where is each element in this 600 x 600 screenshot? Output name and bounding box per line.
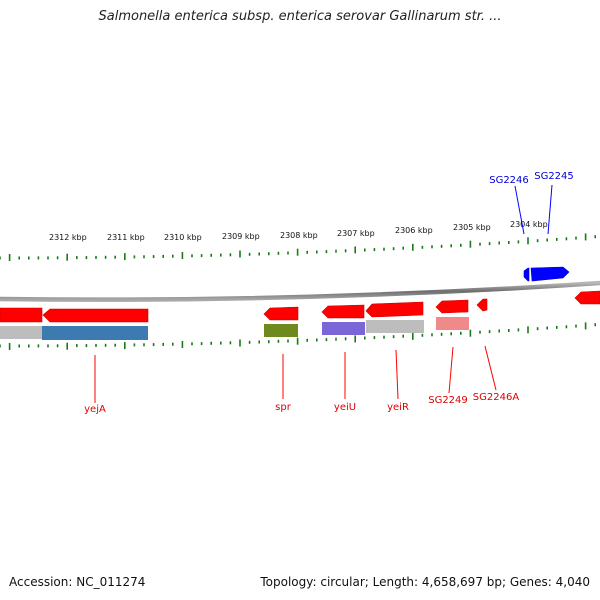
gene-label-SG2245[interactable]: SG2245 [534, 171, 574, 182]
feature-block-spr[interactable] [264, 324, 298, 337]
gene-label-spr[interactable]: spr [275, 402, 292, 413]
gene-label-yeiR[interactable]: yeiR [387, 402, 409, 413]
leader-lines [94, 184, 553, 403]
scale-ruler-bottom [0, 322, 597, 350]
gene-arrow-yejA[interactable] [42, 308, 149, 323]
scale-labels: 2312 kbp 2311 kbp 2310 kbp 2309 kbp 2308… [49, 220, 548, 242]
tick-label: 2310 kbp [164, 233, 202, 242]
gene-arrow-partial-left[interactable] [0, 307, 43, 323]
genome-summary-text: Topology: circular; Length: 4,658,697 bp… [260, 575, 590, 589]
leader-line-yeiR [395, 349, 399, 400]
tick-label: 2311 kbp [107, 233, 145, 242]
reverse-genes [0, 290, 600, 323]
leader-line-SG2246 [514, 185, 525, 235]
forward-genes [523, 266, 570, 282]
gene-arrow-yeiU[interactable] [321, 304, 365, 319]
feature-block-yejA[interactable] [42, 326, 148, 340]
genome-title: Salmonella enterica subsp. enterica sero… [98, 9, 502, 24]
feature-block-yeiU[interactable] [322, 322, 365, 335]
gene-label-SG2246A[interactable]: SG2246A [473, 392, 520, 403]
tick-label: 2308 kbp [280, 231, 318, 240]
gene-label-yejA[interactable]: yejA [84, 404, 106, 415]
gene-arrow-SG2246A[interactable] [476, 298, 488, 312]
feature-blocks [0, 317, 469, 340]
tick-label: 2312 kbp [49, 233, 87, 242]
tick-label: 2306 kbp [395, 226, 433, 235]
leader-line-SG2246A [484, 345, 497, 391]
feature-block-gray-left[interactable] [0, 326, 42, 339]
feature-block-SG2249[interactable] [436, 317, 469, 330]
leader-line-SG2249 [448, 346, 454, 394]
accession-text: Accession: NC_011274 [9, 575, 146, 589]
gene-labels: yejA spr yeiU yeiR SG2249 SG2246A SG2246… [84, 171, 574, 415]
scale-ruler-top [0, 233, 597, 261]
tick-label: 2304 kbp [510, 220, 548, 229]
gene-arrow-partial-right[interactable] [574, 290, 600, 305]
gene-arrow-spr[interactable] [263, 306, 299, 321]
gene-arrow-SG2245[interactable] [530, 266, 570, 282]
tick-label: 2307 kbp [337, 229, 375, 238]
leader-line-SG2245 [547, 184, 553, 235]
feature-block-yeiR[interactable] [366, 320, 424, 333]
gene-arrow-SG2246[interactable] [523, 267, 530, 282]
genome-backbone [0, 280, 600, 302]
gene-label-SG2249[interactable]: SG2249 [428, 395, 468, 406]
gene-arrow-SG2249[interactable] [435, 299, 469, 314]
tick-label: 2305 kbp [453, 223, 491, 232]
gene-label-yeiU[interactable]: yeiU [334, 402, 356, 413]
tick-label: 2309 kbp [222, 232, 260, 241]
gene-arrow-yeiR[interactable] [365, 301, 424, 318]
gene-label-SG2246[interactable]: SG2246 [489, 175, 529, 186]
